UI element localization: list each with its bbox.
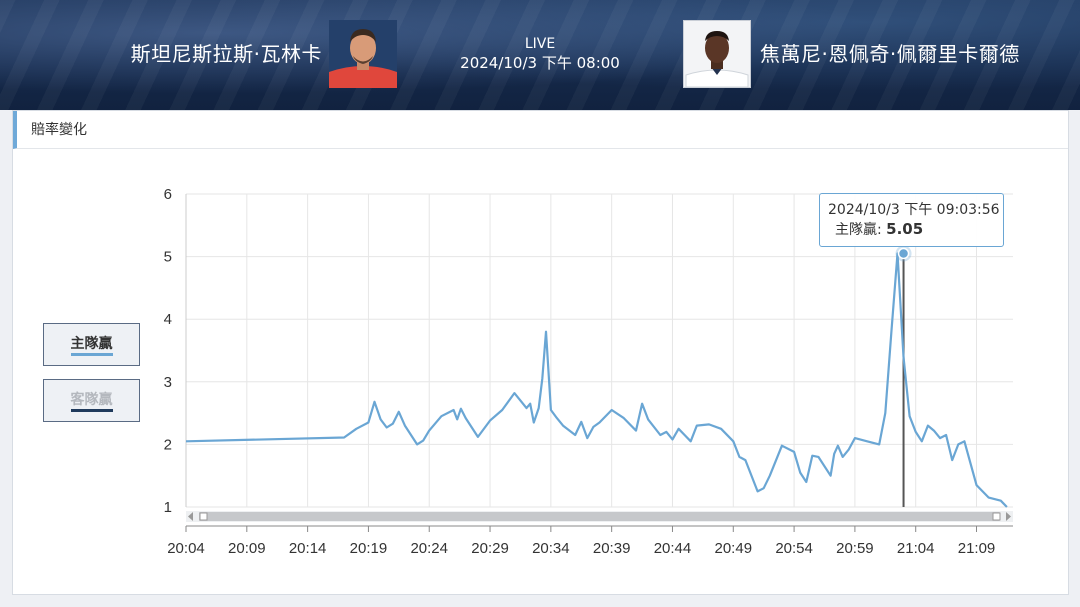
tooltip-time: 2024/10/3 下午 09:03:56 (828, 202, 1000, 218)
x-tick-label: 20:29 (471, 540, 509, 557)
x-tick-label: 20:44 (654, 540, 692, 557)
scrollbar-thumb (199, 512, 1000, 521)
scroll-right-arrow-icon (1006, 512, 1011, 521)
y-tick-label: 2 (164, 436, 172, 453)
x-tick-label: 21:09 (958, 540, 996, 557)
x-tick-label: 20:04 (167, 540, 205, 557)
x-tick-label: 20:49 (715, 540, 753, 557)
series-line-home (185, 252, 1008, 508)
chart-tooltip: 2024/10/3 下午 09:03:56 主隊贏: 5.05 (819, 193, 1004, 247)
tooltip-label: 主隊贏: (835, 222, 887, 238)
legend-home-label: 主隊贏 (70, 336, 113, 352)
tooltip-row: 主隊贏: 5.05 (828, 220, 1003, 240)
match-time: 2024/10/3 下午 08:00 (460, 54, 620, 72)
x-axis: 20:04 20:09 20:14 20:19 20:24 20:29 20:34 20:39… (167, 525, 1013, 557)
x-tick-label: 20:54 (775, 540, 813, 557)
x-tick-label: 20:34 (532, 540, 570, 557)
x-tick-label: 20:09 (228, 540, 266, 557)
tooltip-value: 5.05 (886, 220, 924, 238)
live-label: LIVE (524, 36, 556, 52)
scrollbar-handle-left (199, 512, 208, 521)
x-tick-label: 20:14 (289, 540, 327, 557)
y-axis: 1 2 3 4 5 6 (164, 186, 172, 516)
x-tick-label: 20:24 (410, 540, 448, 557)
x-tick-label: 20:59 (836, 540, 874, 557)
y-tick-label: 5 (164, 249, 172, 266)
legend-away-label: 客隊贏 (70, 392, 113, 408)
home-player-avatar (329, 20, 397, 88)
panel-title: 賠率變化 (13, 111, 1068, 149)
y-tick-label: 1 (164, 499, 172, 516)
x-tick-label: 20:39 (593, 540, 631, 557)
chart-series (185, 245, 1008, 508)
highlight-point (897, 247, 910, 260)
y-tick-label: 4 (164, 311, 172, 328)
legend-away-swatch (71, 409, 113, 412)
match-header: 斯坦尼斯拉斯·瓦林卡 LIVE 2024/10/3 下午 08:00 焦萬尼·恩… (0, 0, 1080, 110)
match-status: LIVE 2024/10/3 下午 08:00 (440, 36, 640, 73)
x-tick-label: 20:19 (350, 540, 388, 557)
home-player-name: 斯坦尼斯拉斯·瓦林卡 (130, 42, 322, 66)
scrollbar-handle-right (992, 512, 1001, 521)
odds-panel: 賠率變化 主隊贏 客隊贏 1 2 3 4 5 6 20:04 20:09 20:14 20:19… (12, 110, 1069, 595)
scroll-left-arrow-icon (188, 512, 193, 521)
chart-scrollbar (186, 511, 1013, 522)
away-player-name: 焦萬尼·恩佩奇·佩爾里卡爾德 (760, 42, 1020, 66)
legend-away-toggle[interactable]: 客隊贏 (43, 379, 140, 422)
chart-grid (185, 193, 1013, 508)
y-tick-label: 6 (164, 186, 172, 203)
x-tick-label: 21:04 (897, 540, 935, 557)
legend-home-swatch (71, 353, 113, 356)
legend-home-toggle[interactable]: 主隊贏 (43, 323, 140, 366)
away-player-avatar (683, 20, 751, 88)
y-tick-label: 3 (164, 374, 172, 391)
